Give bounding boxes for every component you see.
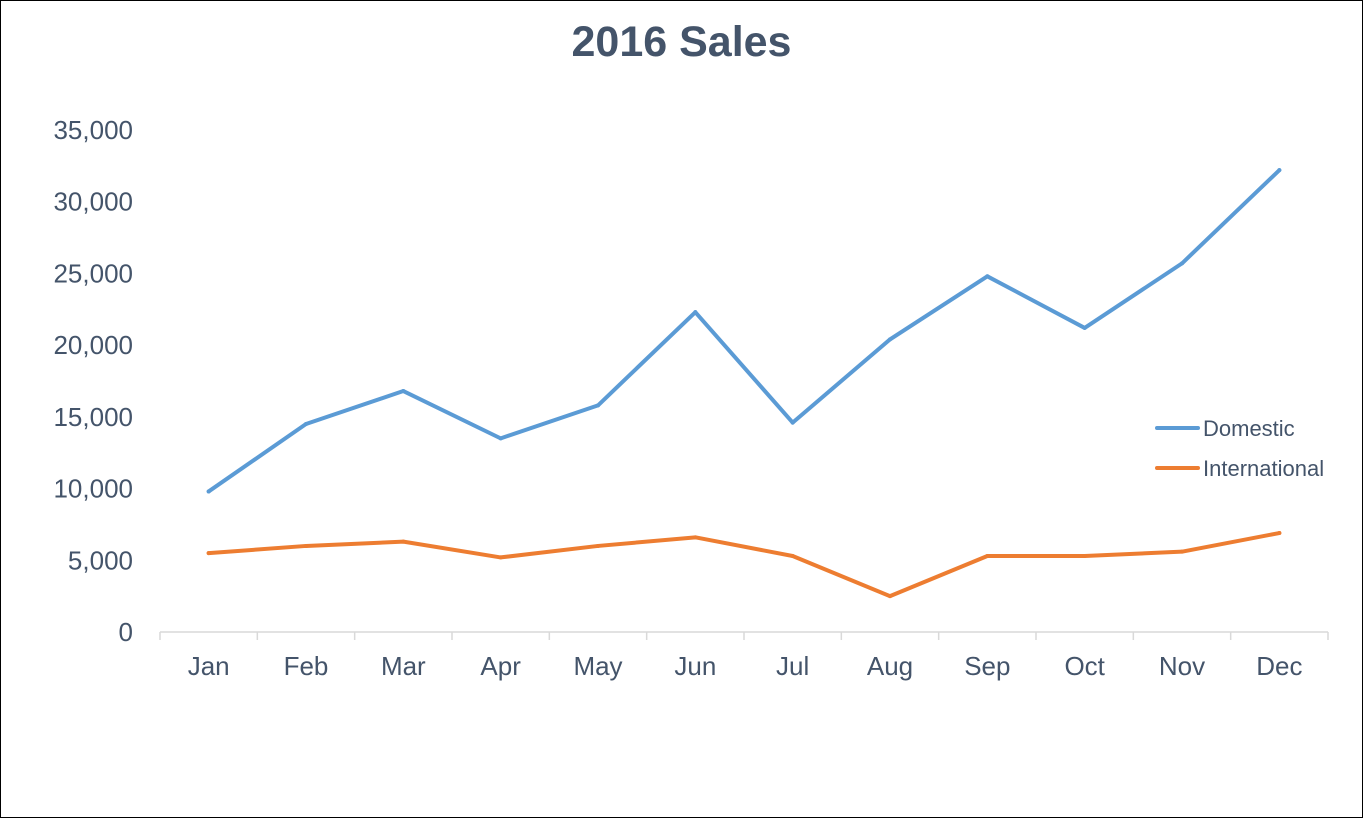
x-tick-label: Aug xyxy=(867,651,913,681)
data-point-domestic xyxy=(596,403,600,408)
y-tick-label: 30,000 xyxy=(53,187,133,217)
data-point-international xyxy=(790,553,795,558)
legend: Domestic International xyxy=(1155,416,1324,481)
data-point-domestic xyxy=(304,422,308,427)
legend-label-domestic: Domestic xyxy=(1203,416,1295,441)
data-point-international xyxy=(888,594,892,599)
data-point-domestic xyxy=(401,389,406,394)
x-tick-label: Feb xyxy=(284,651,329,681)
y-tick-label: 25,000 xyxy=(53,258,133,288)
data-point-international xyxy=(1082,553,1087,558)
data-point-international xyxy=(985,553,990,558)
y-tick-label: 15,000 xyxy=(53,402,133,432)
x-axis-labels: Jan Feb Mar Apr May Jun Jul Aug Sep Oct Nov Dec xyxy=(188,651,1303,681)
y-axis-labels: 0 5,000 10,000 15,000 20,000 25,000 30,000 35,0… xyxy=(53,115,133,647)
y-tick-label: 0 xyxy=(119,617,133,647)
data-point-international xyxy=(1277,531,1282,536)
data-point-international xyxy=(693,535,698,540)
series-lines xyxy=(206,168,1282,599)
x-axis xyxy=(159,631,1329,640)
data-point-domestic xyxy=(985,274,990,279)
data-point-international xyxy=(1180,549,1184,554)
y-tick-label: 20,000 xyxy=(53,330,133,360)
x-tick-label: Mar xyxy=(381,651,426,681)
x-tick-label: Jun xyxy=(674,651,716,681)
data-point-domestic xyxy=(1180,261,1184,266)
data-point-domestic xyxy=(1277,168,1282,173)
x-tick-label: Nov xyxy=(1159,651,1205,681)
y-tick-label: 10,000 xyxy=(53,474,133,504)
data-point-domestic xyxy=(790,420,795,425)
x-tick-label: Apr xyxy=(480,651,521,681)
data-point-domestic xyxy=(206,489,211,494)
legend-label-international: International xyxy=(1203,456,1324,481)
data-point-international xyxy=(401,539,406,544)
data-point-domestic xyxy=(888,337,892,342)
data-point-international xyxy=(596,543,600,548)
x-tick-label: Dec xyxy=(1256,651,1302,681)
data-point-domestic xyxy=(1082,325,1087,330)
y-tick-label: 35,000 xyxy=(53,115,133,145)
data-point-international xyxy=(498,555,503,560)
x-tick-label: Oct xyxy=(1064,651,1105,681)
series-line-domestic xyxy=(206,168,1282,494)
x-tick-label: Sep xyxy=(964,651,1010,681)
data-point-international xyxy=(304,543,308,548)
x-tick-label: Jan xyxy=(188,651,230,681)
data-point-domestic xyxy=(693,310,698,315)
data-point-domestic xyxy=(498,436,503,441)
data-point-international xyxy=(206,551,211,556)
series-line-international xyxy=(206,531,1282,599)
x-tick-label: Jul xyxy=(776,651,809,681)
y-tick-label: 5,000 xyxy=(68,545,133,575)
x-tick-label: May xyxy=(573,651,622,681)
chart-title: 2016 Sales xyxy=(571,18,792,66)
